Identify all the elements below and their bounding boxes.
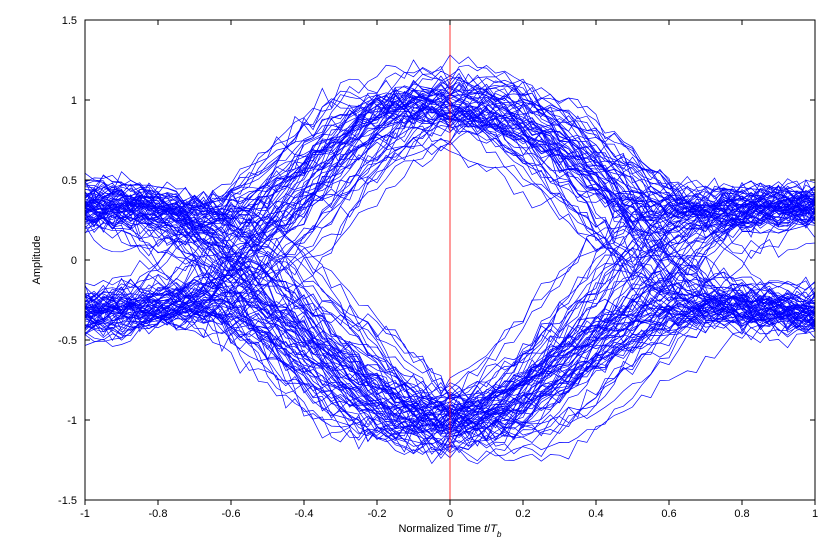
y-tick-label: -0.5 [58, 335, 77, 347]
x-tick-label: -0.2 [368, 508, 387, 520]
eye-diagram-chart: -1-0.8-0.6-0.4-0.200.20.40.60.81-1.5-1-0… [0, 0, 840, 544]
x-tick-label: -0.8 [149, 508, 168, 520]
x-tick-label: 0.8 [734, 508, 749, 520]
x-tick-label: 1 [812, 508, 818, 520]
x-tick-label: 0.4 [588, 508, 603, 520]
x-tick-label: -0.4 [295, 508, 314, 520]
y-axis-label: Amplitude [31, 236, 43, 285]
x-axis-label: Normalized Time t/Tb [398, 523, 501, 539]
x-tick-label: 0 [447, 508, 453, 520]
x-tick-label: 0.2 [515, 508, 530, 520]
y-tick-label: 0 [71, 255, 77, 267]
y-tick-label: 1.5 [62, 15, 77, 27]
x-tick-label: -0.6 [222, 508, 241, 520]
x-tick-label: -1 [80, 508, 90, 520]
y-tick-label: 0.5 [62, 175, 77, 187]
x-tick-label: 0.6 [661, 508, 676, 520]
y-tick-label: -1 [67, 415, 77, 427]
y-tick-label: -1.5 [58, 495, 77, 507]
y-tick-label: 1 [71, 95, 77, 107]
